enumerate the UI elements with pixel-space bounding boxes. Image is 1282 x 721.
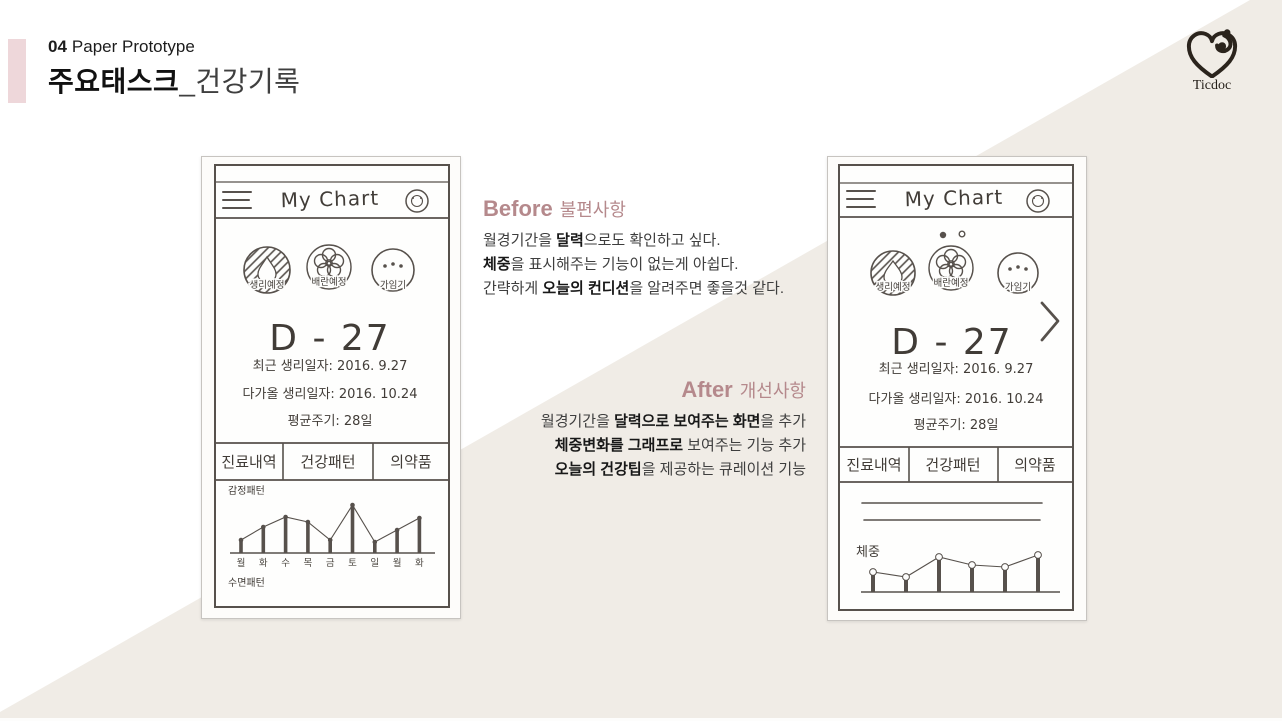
sleep-pattern-label: 수면패턴 <box>228 577 265 589</box>
chevron-right-icon <box>1040 301 1060 342</box>
tab-bar: 진료내역 건강패턴 의약품 <box>215 442 449 481</box>
svg-text:생리예정: 생리예정 <box>250 280 285 291</box>
after-heading-en: After <box>681 377 733 402</box>
last-period-date: 최근 생리일자: 2016. 9.27 <box>253 359 408 374</box>
tab-health-pattern: 건강패턴 <box>300 453 355 471</box>
weight-label: 체중 <box>856 545 880 560</box>
after-line: 오늘의 건강팁을 제공하는 큐레이션 기능 <box>554 461 806 478</box>
page-title-primary: 주요태스크 <box>48 66 180 97</box>
svg-text:배란예정: 배란예정 <box>312 276 347 288</box>
tab-medicine: 의약품 <box>390 453 431 471</box>
phone-frame <box>838 164 1074 611</box>
profile-icon <box>405 189 429 213</box>
emotion-pattern-label: 감정패턴 <box>228 485 265 497</box>
kicker-number: 04 <box>48 37 67 56</box>
svg-text:화: 화 <box>415 558 424 569</box>
after-line: 월경기간을 달력으로 보여주는 화면을 추가 <box>540 413 806 430</box>
tab-bar: 진료내역 건강패턴 의약품 <box>839 446 1073 483</box>
svg-text:배란예정: 배란예정 <box>934 277 969 289</box>
svg-text:금: 금 <box>326 558 335 569</box>
app-title: My Chart <box>280 186 379 213</box>
weight-chart <box>861 551 1060 593</box>
tab-medical-history: 진료내역 <box>221 453 276 471</box>
after-heading-ko: 개선사항 <box>739 381 806 401</box>
before-line: 간략하게 오늘의 컨디션을 알려주면 좋을것 같다. <box>483 280 785 297</box>
before-section: Before 불편사항 월경기간을 달력으로도 확인하고 싶다. 체중을 표시해주… <box>483 196 784 301</box>
ovulation-icon: 배란예정 <box>306 244 352 290</box>
before-heading-en: Before <box>483 196 553 221</box>
svg-text:월: 월 <box>237 557 246 569</box>
sketch-before: My Chart 생리예정 배란예정 가임기 <box>214 164 450 608</box>
dday-text: D - 27 <box>891 322 1012 363</box>
dday-text: D - 27 <box>269 318 390 359</box>
average-cycle: 평균주기: 28일 <box>288 414 373 429</box>
text-placeholder-lines <box>861 502 1043 521</box>
after-lines: 월경기간을 달력으로 보여주는 화면을 추가 체중변화를 그래프로 보여주는 기… <box>541 410 806 482</box>
phone-frame <box>214 164 450 608</box>
tab-medicine: 의약품 <box>1014 456 1055 474</box>
accent-bar <box>8 39 26 103</box>
ovulation-icon: 배란예정 <box>928 245 974 291</box>
paper-prototype-after: My Chart 생리예정 배란예정 <box>827 156 1087 621</box>
svg-text:토: 토 <box>348 558 357 569</box>
svg-text:수: 수 <box>281 558 290 569</box>
background-bottom-strip <box>0 718 1282 721</box>
kicker: 04 Paper Prototype <box>48 37 195 57</box>
svg-text:월: 월 <box>393 557 402 569</box>
fertile-icon: 가임기 <box>371 248 415 293</box>
after-section: After 개선사항 월경기간을 달력으로 보여주는 화면을 추가 체중변화를 그… <box>541 377 806 482</box>
fertile-icon: 가임기 <box>997 252 1039 295</box>
page-dots <box>939 230 966 239</box>
average-cycle: 평균주기: 28일 <box>914 418 999 433</box>
heart-stethoscope-icon <box>1186 29 1238 78</box>
kicker-label: Paper Prototype <box>71 37 195 56</box>
svg-text:화: 화 <box>259 558 268 569</box>
svg-text:가임기: 가임기 <box>1005 281 1031 293</box>
ticdoc-logo: Ticdoc <box>1176 26 1248 94</box>
logo-text: Ticdoc <box>1192 78 1232 93</box>
before-heading-ko: 불편사항 <box>559 200 626 220</box>
period-icon: 생리예정 <box>870 250 916 296</box>
after-line: 체중변화를 그래프로 보여주는 기능 추가 <box>554 437 806 454</box>
tab-medical-history: 진료내역 <box>846 456 901 474</box>
page-title: 주요태스크_건강기록 <box>48 60 300 100</box>
profile-icon <box>1026 189 1050 213</box>
hamburger-menu-icon <box>222 191 252 209</box>
svg-text:목: 목 <box>304 558 313 569</box>
next-period-date: 다가올 생리일자: 2016. 10.24 <box>869 392 1044 407</box>
before-heading: Before 불편사항 <box>483 196 784 222</box>
last-period-date: 최근 생리일자: 2016. 9.27 <box>879 362 1034 377</box>
svg-text:일: 일 <box>370 558 379 569</box>
before-line: 월경기간을 달력으로도 확인하고 싶다. <box>483 232 721 249</box>
after-heading: After 개선사항 <box>541 377 806 403</box>
hamburger-menu-icon <box>846 190 876 208</box>
period-icon: 생리예정 <box>243 246 291 294</box>
before-line: 체중을 표시해주는 기능이 없는게 아쉽다. <box>483 256 739 273</box>
sketch-after: My Chart 생리예정 배란예정 <box>838 164 1074 611</box>
tab-health-pattern: 건강패턴 <box>925 456 980 474</box>
svg-text:생리예정: 생리예정 <box>876 282 911 293</box>
page-title-secondary: _건강기록 <box>179 66 301 97</box>
next-period-date: 다가올 생리일자: 2016. 10.24 <box>243 387 418 402</box>
app-title: My Chart <box>904 185 1003 212</box>
svg-text:가임기: 가임기 <box>380 279 406 291</box>
paper-prototype-before: My Chart 생리예정 배란예정 가임기 <box>201 156 461 619</box>
before-lines: 월경기간을 달력으로도 확인하고 싶다. 체중을 표시해주는 기능이 없는게 아… <box>483 229 784 301</box>
